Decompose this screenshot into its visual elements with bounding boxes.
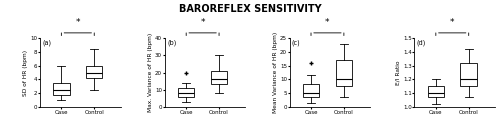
Y-axis label: E/I Ratio: E/I Ratio: [396, 60, 401, 85]
Text: *: *: [450, 18, 454, 27]
Text: (a): (a): [42, 39, 51, 45]
Y-axis label: Mean Variance of HR (bpm): Mean Variance of HR (bpm): [273, 32, 278, 113]
PathPatch shape: [178, 88, 194, 97]
PathPatch shape: [303, 84, 319, 97]
Y-axis label: Max. Variance of HR (bpm): Max. Variance of HR (bpm): [148, 33, 153, 112]
PathPatch shape: [53, 83, 70, 95]
PathPatch shape: [86, 66, 102, 78]
Y-axis label: SD of HR (bpm): SD of HR (bpm): [23, 50, 28, 96]
Text: *: *: [325, 18, 330, 27]
PathPatch shape: [211, 71, 228, 84]
Text: (b): (b): [167, 39, 176, 45]
Text: *: *: [200, 18, 205, 27]
PathPatch shape: [460, 63, 477, 86]
Text: (c): (c): [292, 39, 300, 45]
PathPatch shape: [336, 60, 352, 86]
Text: BAROREFLEX SENSITIVITY: BAROREFLEX SENSITIVITY: [178, 4, 322, 14]
Text: *: *: [76, 18, 80, 27]
Text: (d): (d): [417, 39, 426, 45]
PathPatch shape: [428, 86, 444, 97]
